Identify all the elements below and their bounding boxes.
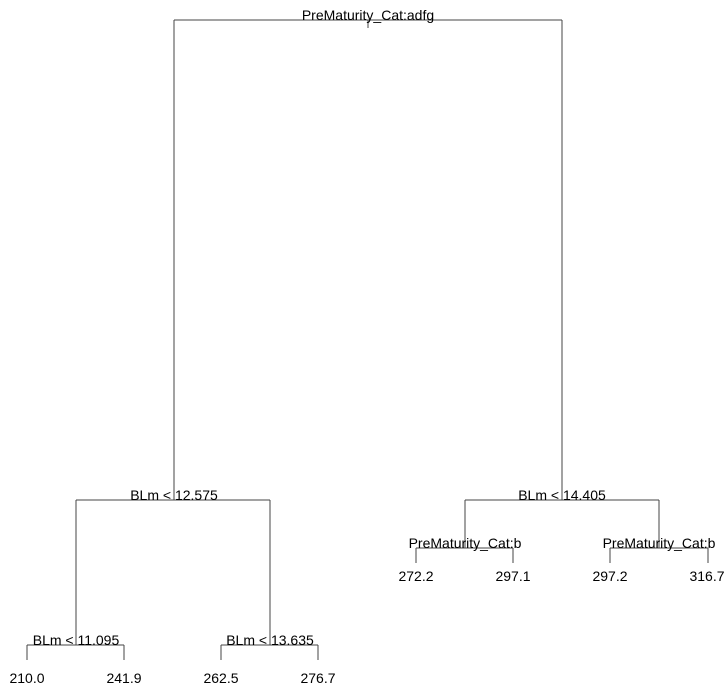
leaf-labels: 210.0 241.9 262.5 276.7 272.2 297.1 297.…	[9, 568, 724, 686]
split-label: BLm < 12.575	[130, 487, 218, 503]
leaf-label: 276.7	[300, 670, 335, 686]
leaf-label: 297.1	[495, 568, 530, 584]
split-label: BLm < 11.095	[33, 632, 120, 648]
leaf-label: 210.0	[9, 670, 44, 686]
split-label: PreMaturity_Cat:adfg	[302, 7, 434, 23]
split-label: BLm < 14.405	[518, 487, 606, 503]
leaf-label: 262.5	[203, 670, 238, 686]
branches	[26, 19, 709, 660]
leaf-label: 272.2	[398, 568, 433, 584]
split-label: BLm < 13.635	[226, 632, 314, 648]
split-label: PreMaturity_Cat:b	[603, 535, 716, 551]
leaf-label: 241.9	[106, 670, 141, 686]
leaf-label: 297.2	[592, 568, 627, 584]
split-labels: PreMaturity_Cat:adfg BLm < 12.575 BLm < …	[33, 7, 716, 648]
split-label: PreMaturity_Cat:b	[409, 535, 522, 551]
leaf-label: 316.7	[689, 568, 724, 584]
